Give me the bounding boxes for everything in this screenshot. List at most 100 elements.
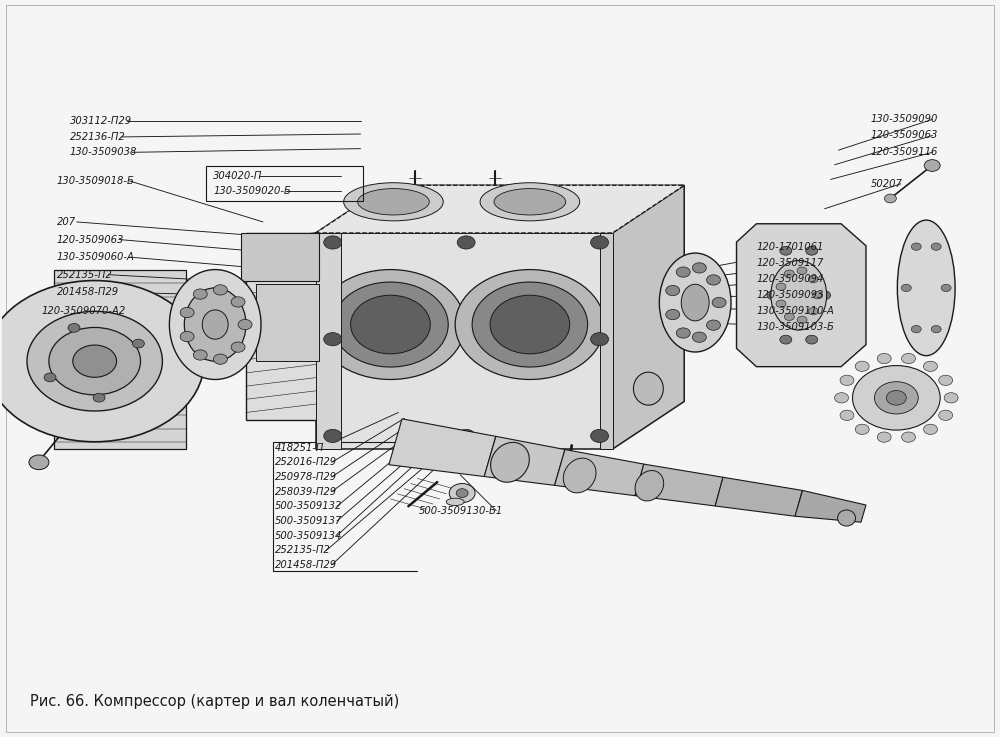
Circle shape: [840, 411, 854, 420]
Circle shape: [666, 285, 680, 296]
Circle shape: [456, 489, 468, 497]
Text: 130-3509018-Б: 130-3509018-Б: [57, 176, 135, 186]
Circle shape: [707, 275, 720, 285]
Text: 500-3509132: 500-3509132: [275, 501, 342, 511]
Circle shape: [886, 391, 906, 405]
Circle shape: [324, 430, 342, 442]
Text: 500-3509130-Б1: 500-3509130-Б1: [418, 506, 503, 516]
Text: 120-3509070-А2: 120-3509070-А2: [42, 307, 126, 316]
Circle shape: [944, 393, 958, 403]
Text: 252136-П2: 252136-П2: [70, 132, 126, 142]
Circle shape: [808, 307, 818, 315]
Ellipse shape: [202, 310, 228, 339]
Circle shape: [780, 246, 792, 255]
Text: 207: 207: [57, 217, 76, 227]
Circle shape: [712, 298, 726, 307]
Polygon shape: [555, 450, 644, 496]
Ellipse shape: [494, 189, 566, 215]
Circle shape: [93, 394, 105, 402]
Circle shape: [449, 483, 475, 503]
Circle shape: [68, 324, 80, 332]
Circle shape: [316, 270, 465, 380]
Circle shape: [939, 411, 953, 420]
Text: 120-3509094: 120-3509094: [757, 274, 824, 284]
Polygon shape: [635, 464, 723, 506]
Ellipse shape: [446, 498, 464, 506]
Circle shape: [351, 296, 430, 354]
Text: 250978-П29: 250978-П29: [275, 472, 337, 482]
Ellipse shape: [169, 270, 261, 380]
Circle shape: [676, 328, 690, 338]
Circle shape: [784, 313, 794, 321]
Polygon shape: [256, 284, 319, 361]
Circle shape: [776, 283, 786, 290]
Ellipse shape: [659, 253, 731, 352]
Text: 258039-П29: 258039-П29: [275, 486, 337, 497]
Circle shape: [490, 296, 570, 354]
Text: 303112-П29: 303112-П29: [70, 116, 132, 126]
Polygon shape: [316, 185, 684, 233]
Circle shape: [324, 332, 342, 346]
Ellipse shape: [838, 510, 856, 526]
Circle shape: [213, 354, 227, 364]
Circle shape: [591, 332, 609, 346]
Text: 120-3509093: 120-3509093: [757, 290, 824, 300]
Circle shape: [874, 382, 918, 414]
Ellipse shape: [633, 372, 663, 405]
Circle shape: [455, 270, 605, 380]
Text: 130-3509103-Б: 130-3509103-Б: [757, 323, 835, 332]
Polygon shape: [316, 233, 341, 449]
Text: 201458-П29: 201458-П29: [275, 560, 337, 570]
Circle shape: [819, 291, 831, 300]
Circle shape: [238, 319, 252, 329]
Polygon shape: [613, 185, 684, 449]
Text: 130-3509020-Б: 130-3509020-Б: [213, 186, 291, 196]
Polygon shape: [241, 233, 319, 281]
Polygon shape: [316, 185, 684, 233]
Circle shape: [797, 267, 807, 274]
Ellipse shape: [480, 183, 580, 221]
Text: 304020-П: 304020-П: [213, 172, 263, 181]
Polygon shape: [389, 419, 496, 477]
Circle shape: [591, 430, 609, 442]
Circle shape: [911, 326, 921, 333]
Circle shape: [902, 432, 916, 442]
Circle shape: [27, 311, 162, 411]
Circle shape: [941, 284, 951, 292]
Circle shape: [806, 246, 818, 255]
Ellipse shape: [358, 189, 429, 215]
Ellipse shape: [344, 183, 443, 221]
Polygon shape: [737, 224, 866, 367]
Ellipse shape: [897, 220, 955, 356]
Circle shape: [666, 310, 680, 320]
Circle shape: [855, 425, 869, 434]
Text: 120-3509117: 120-3509117: [757, 258, 824, 268]
Circle shape: [0, 281, 204, 441]
Circle shape: [591, 236, 609, 249]
Circle shape: [939, 375, 953, 385]
Text: 252135-П2: 252135-П2: [57, 270, 113, 280]
Text: 252135-П2: 252135-П2: [275, 545, 331, 555]
Circle shape: [472, 282, 588, 367]
Polygon shape: [715, 478, 802, 517]
Text: Рис. 66. Компрессор (картер и вал коленчатый): Рис. 66. Компрессор (картер и вал коленч…: [30, 694, 399, 710]
Circle shape: [924, 160, 940, 172]
Circle shape: [333, 282, 448, 367]
Text: 418251-П: 418251-П: [275, 443, 324, 453]
Circle shape: [231, 342, 245, 352]
Circle shape: [776, 300, 786, 307]
Circle shape: [231, 297, 245, 307]
Polygon shape: [54, 270, 186, 449]
Circle shape: [193, 289, 207, 299]
Text: 50207: 50207: [870, 179, 902, 189]
Circle shape: [808, 276, 818, 283]
Circle shape: [457, 430, 475, 442]
Circle shape: [835, 393, 849, 403]
Circle shape: [692, 332, 706, 342]
Circle shape: [457, 236, 475, 249]
Circle shape: [707, 320, 720, 330]
Circle shape: [931, 326, 941, 333]
Ellipse shape: [563, 458, 596, 493]
Circle shape: [676, 267, 690, 277]
Circle shape: [931, 243, 941, 251]
